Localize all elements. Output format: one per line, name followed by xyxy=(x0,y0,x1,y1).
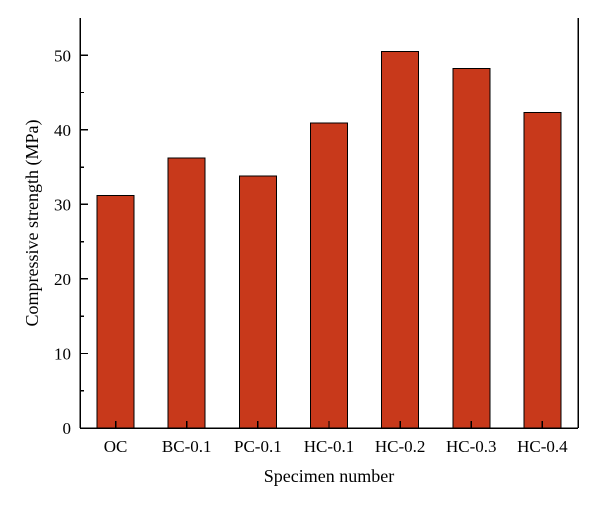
bar-bc-0.1 xyxy=(167,157,206,429)
y-tick-label: 50 xyxy=(54,46,71,65)
bar-pc-0.1 xyxy=(238,175,277,429)
bar-oc xyxy=(96,194,135,429)
bar-hc-0.2 xyxy=(381,51,420,429)
bar-hc-0.1 xyxy=(310,122,348,429)
y-tick-label: 40 xyxy=(54,121,71,140)
x-tick-label: OC xyxy=(104,437,128,456)
x-tick-label: HC-0.3 xyxy=(446,437,497,456)
x-tick-label: PC-0.1 xyxy=(234,437,282,456)
y-axis-title: Compressive strength (MPa) xyxy=(22,120,43,327)
bars-group xyxy=(96,51,562,429)
tick-labels-group: 0 10 20 30 40 50 OC BC-0.1 PC-0.1 HC-0.1 HC-0.2 HC-… xyxy=(54,46,568,456)
y-tick-label: 20 xyxy=(54,270,71,289)
x-tick-label: HC-0.2 xyxy=(375,437,426,456)
y-tick-label: 0 xyxy=(63,419,72,438)
x-tick-label: HC-0.1 xyxy=(304,437,355,456)
x-tick-label: BC-0.1 xyxy=(162,437,212,456)
bar-hc-0.3 xyxy=(452,68,491,429)
y-tick-label: 30 xyxy=(54,195,71,214)
x-axis-title: Specimen number xyxy=(264,466,394,486)
bar-hc-0.4 xyxy=(523,112,562,429)
x-tick-label: HC-0.4 xyxy=(517,437,568,456)
y-tick-label: 10 xyxy=(54,344,71,363)
ticks-group xyxy=(80,54,544,429)
